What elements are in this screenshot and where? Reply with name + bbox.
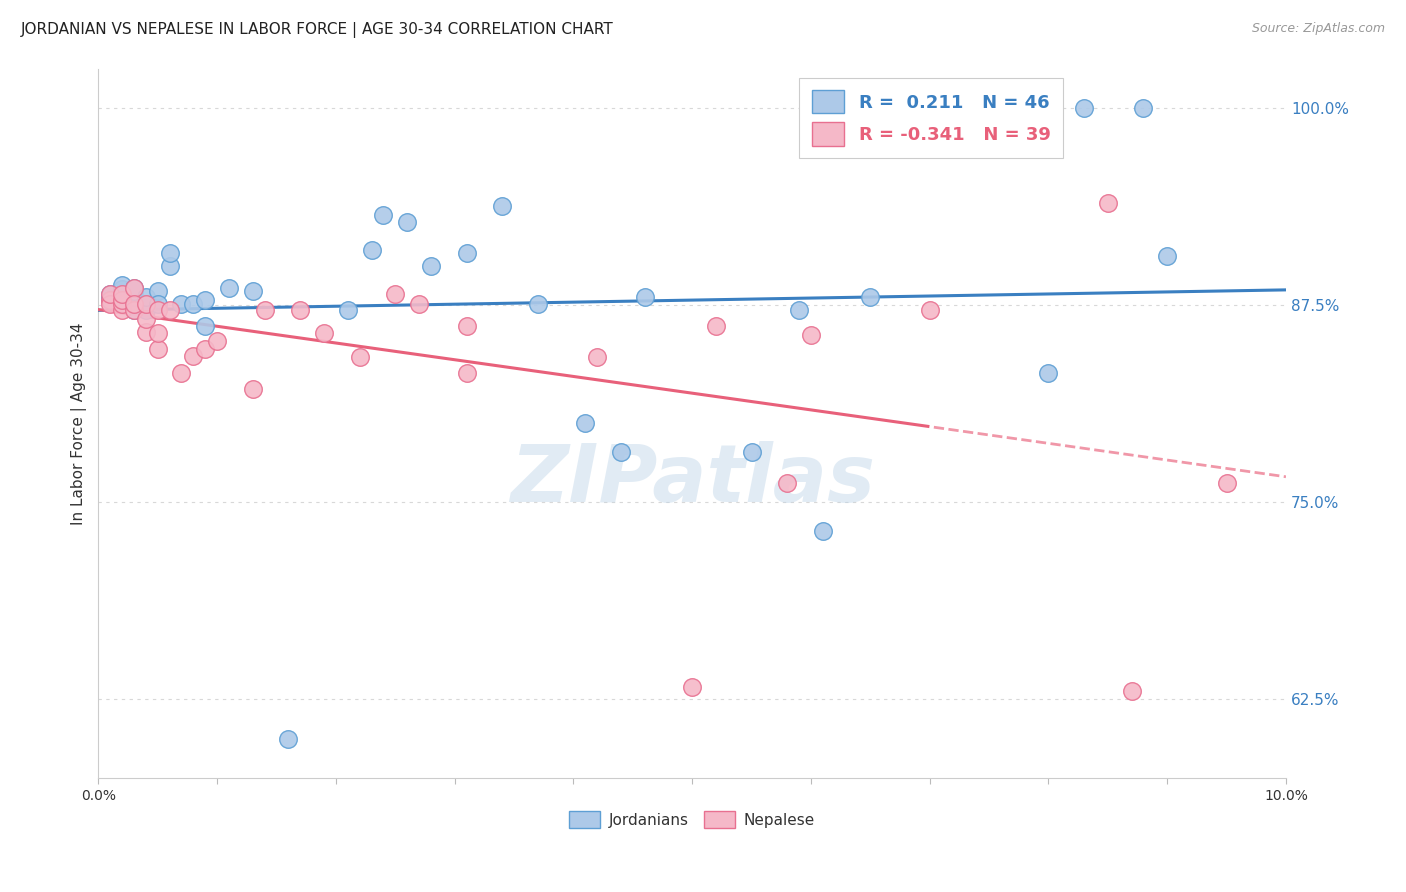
Point: [384, 287, 406, 301]
Point: [122, 296, 145, 310]
Point: [98, 287, 121, 301]
Point: [277, 731, 299, 746]
Point: [111, 294, 134, 309]
Point: [122, 296, 145, 310]
Point: [1073, 101, 1095, 115]
Point: [146, 302, 169, 317]
Point: [146, 296, 169, 310]
Point: [681, 680, 703, 694]
Point: [290, 302, 312, 317]
Point: [111, 296, 134, 310]
Point: [98, 293, 121, 308]
Point: [811, 524, 834, 538]
Text: JORDANIAN VS NEPALESE IN LABOR FORCE | AGE 30-34 CORRELATION CHART: JORDANIAN VS NEPALESE IN LABOR FORCE | A…: [21, 22, 614, 38]
Point: [242, 382, 264, 396]
Point: [194, 343, 217, 357]
Point: [253, 302, 276, 317]
Point: [419, 259, 441, 273]
Point: [610, 444, 633, 458]
Point: [360, 243, 382, 257]
Point: [456, 246, 478, 260]
Point: [336, 302, 359, 317]
Point: [586, 350, 609, 364]
Point: [918, 302, 941, 317]
Point: [787, 302, 810, 317]
Legend: Jordanians, Nepalese: Jordanians, Nepalese: [562, 805, 821, 834]
Point: [491, 199, 513, 213]
Point: [111, 287, 134, 301]
Point: [159, 246, 181, 260]
Point: [122, 302, 145, 317]
Point: [1121, 684, 1143, 698]
Point: [526, 296, 548, 310]
Point: [98, 290, 121, 304]
Point: [456, 366, 478, 380]
Point: [122, 281, 145, 295]
Point: [135, 290, 157, 304]
Point: [312, 326, 335, 341]
Point: [122, 302, 145, 317]
Point: [98, 287, 121, 301]
Point: [408, 296, 430, 310]
Point: [574, 417, 596, 431]
Point: [122, 290, 145, 304]
Point: [159, 302, 181, 317]
Point: [98, 293, 121, 308]
Point: [194, 318, 217, 333]
Point: [776, 476, 799, 491]
Point: [183, 296, 205, 310]
Point: [170, 296, 193, 310]
Text: ZIPatlas: ZIPatlas: [509, 442, 875, 519]
Y-axis label: In Labor Force | Age 30-34: In Labor Force | Age 30-34: [72, 322, 87, 524]
Point: [633, 290, 655, 304]
Point: [98, 296, 121, 310]
Point: [194, 293, 217, 308]
Point: [111, 282, 134, 296]
Point: [373, 208, 395, 222]
Point: [135, 296, 157, 310]
Point: [1215, 476, 1237, 491]
Point: [159, 259, 181, 273]
Point: [183, 349, 205, 363]
Text: Source: ZipAtlas.com: Source: ZipAtlas.com: [1251, 22, 1385, 36]
Point: [122, 281, 145, 295]
Point: [111, 302, 134, 317]
Point: [146, 326, 169, 341]
Point: [349, 350, 371, 364]
Point: [122, 284, 145, 298]
Point: [242, 284, 264, 298]
Point: [111, 293, 134, 308]
Point: [111, 287, 134, 301]
Point: [111, 293, 134, 308]
Point: [218, 281, 240, 295]
Point: [396, 214, 419, 228]
Point: [146, 343, 169, 357]
Point: [135, 296, 157, 310]
Point: [741, 444, 763, 458]
Point: [800, 328, 823, 343]
Point: [135, 325, 157, 339]
Point: [704, 318, 727, 333]
Point: [1097, 195, 1119, 210]
Point: [1038, 366, 1060, 380]
Point: [146, 284, 169, 298]
Point: [135, 302, 157, 317]
Point: [111, 277, 134, 292]
Point: [456, 318, 478, 333]
Point: [1156, 249, 1178, 263]
Point: [135, 312, 157, 326]
Point: [1132, 101, 1154, 115]
Point: [859, 290, 882, 304]
Point: [205, 334, 228, 349]
Point: [170, 366, 193, 380]
